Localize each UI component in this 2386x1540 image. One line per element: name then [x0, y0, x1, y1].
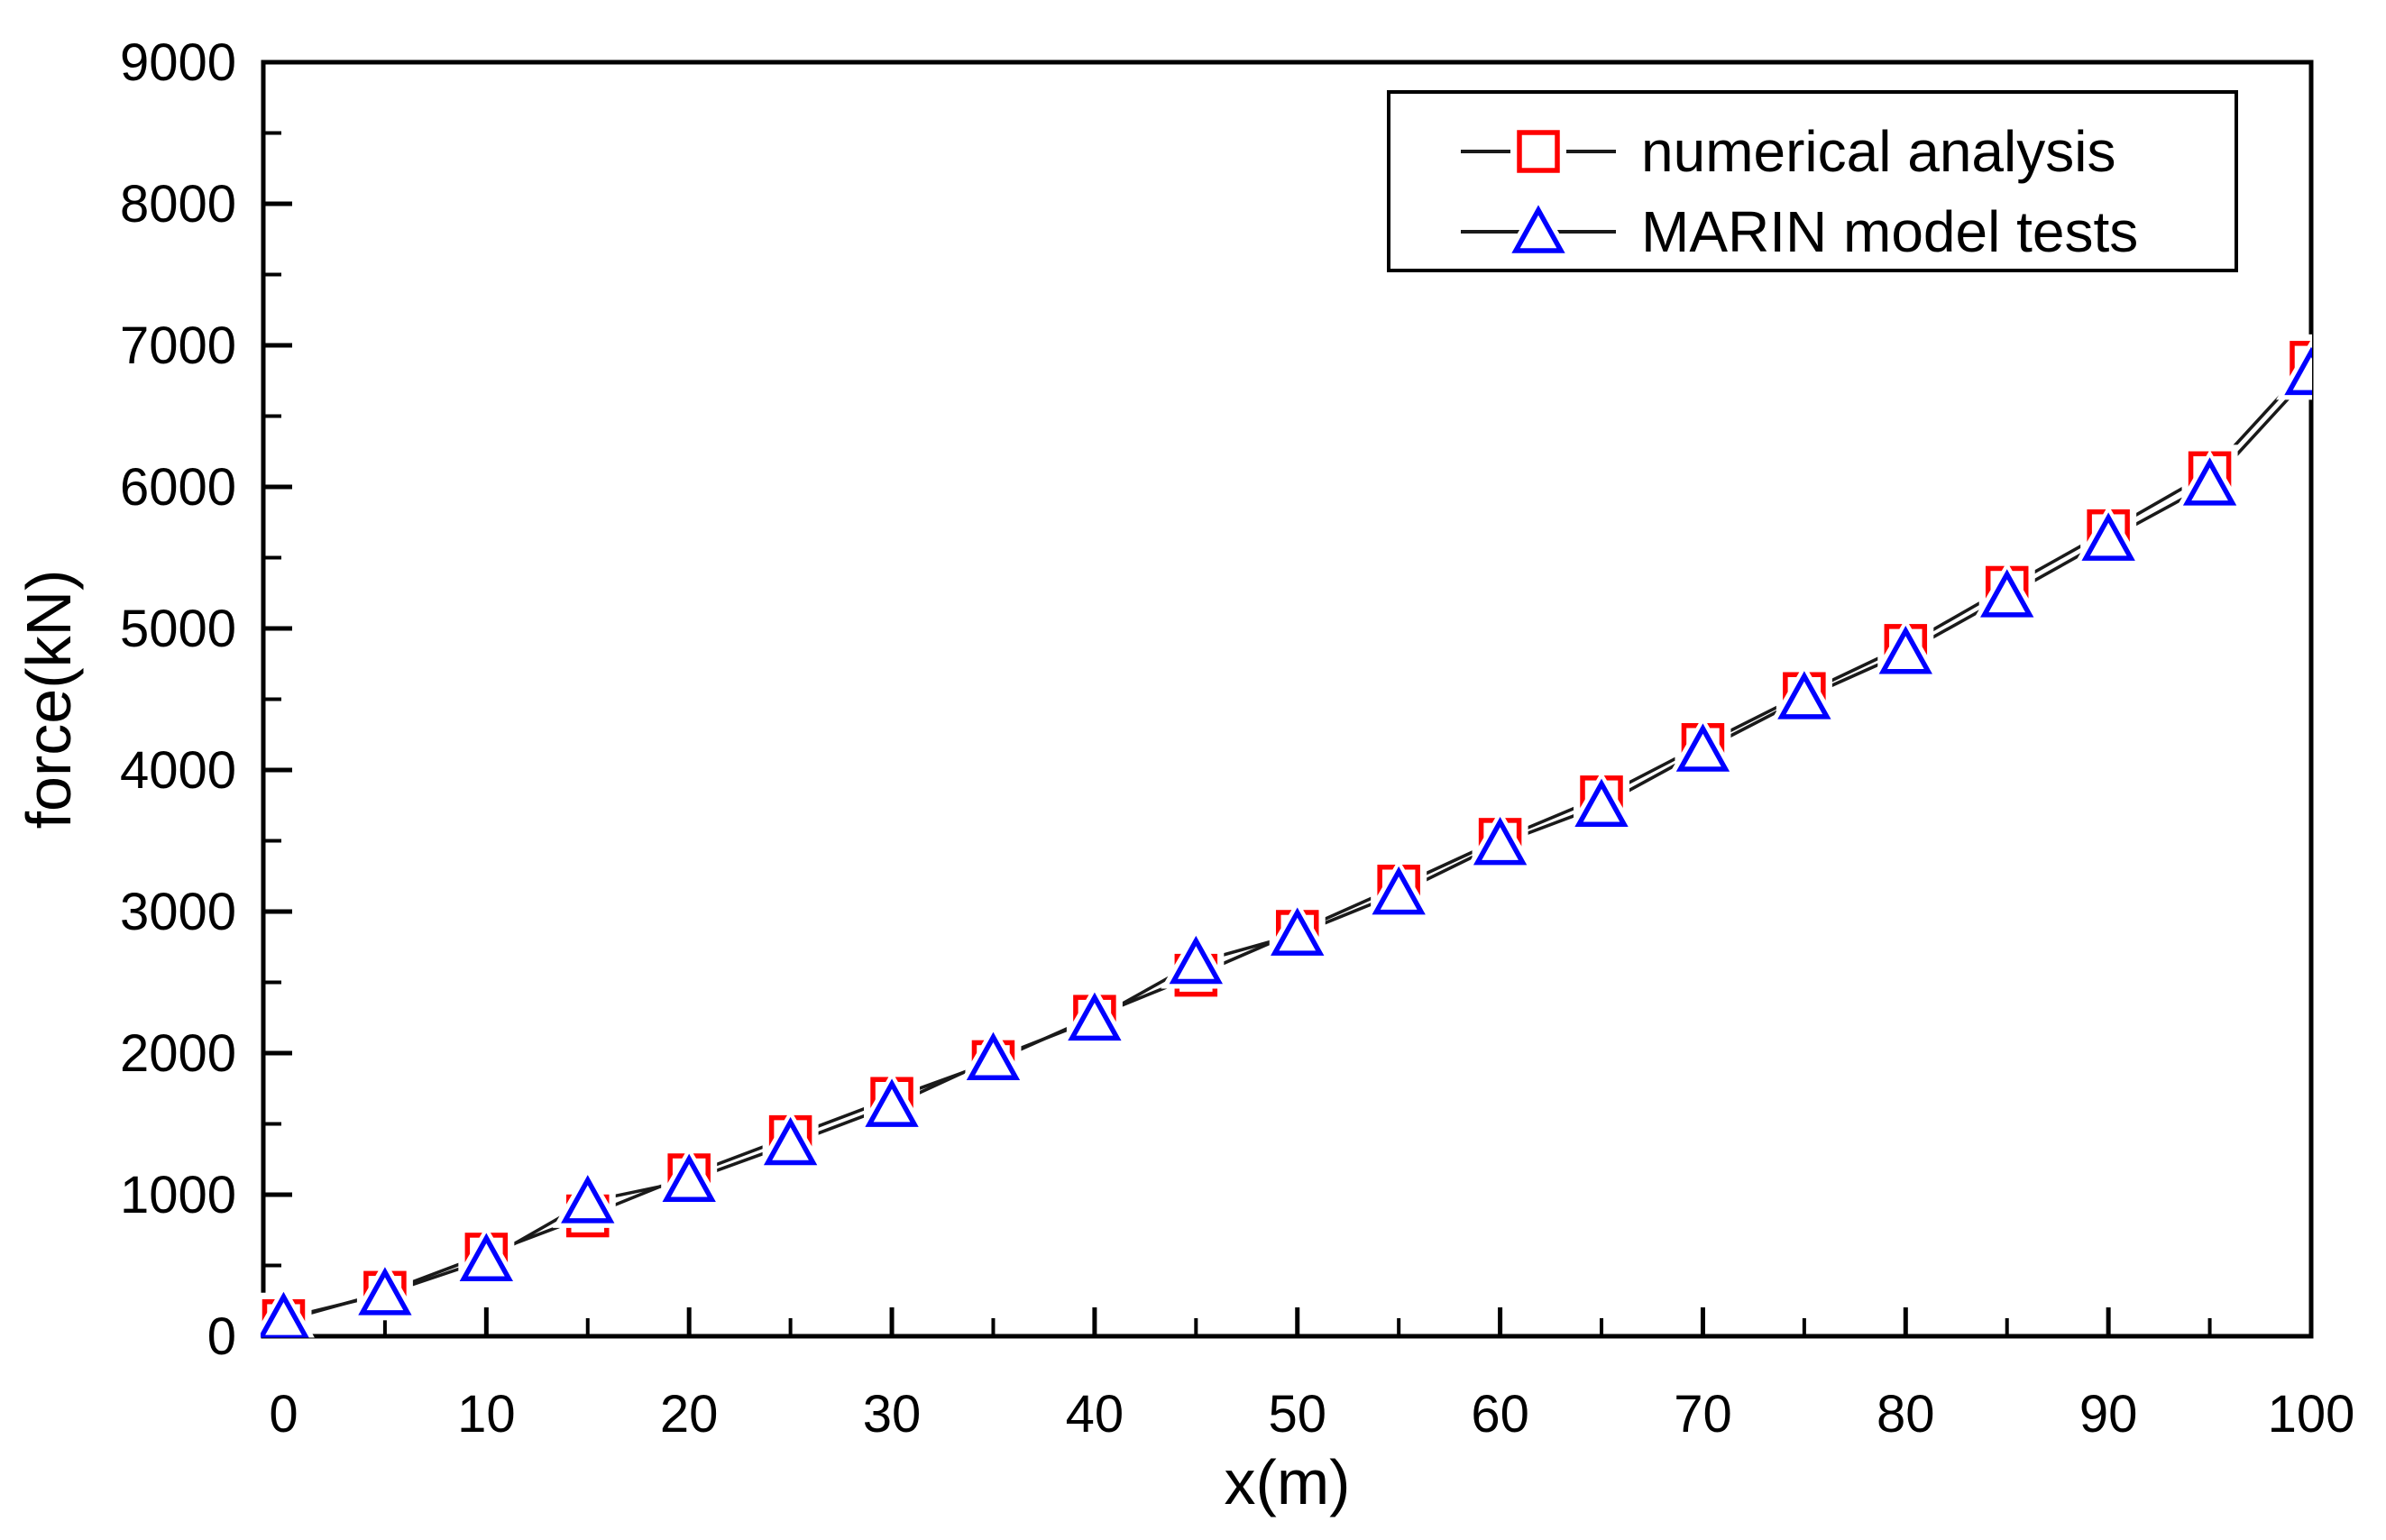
- x-tick-label: 20: [660, 1385, 719, 1444]
- x-axis-title: x(m): [1225, 1447, 1351, 1517]
- x-tick-label: 100: [2268, 1385, 2355, 1444]
- triangle-marker: [1777, 671, 1831, 720]
- triangle-marker: [1169, 935, 1223, 985]
- triangle-marker: [763, 1116, 818, 1166]
- triangle-marker: [1271, 907, 1325, 956]
- triangle-marker: [662, 1153, 716, 1203]
- triangle-marker: [2182, 457, 2237, 506]
- y-tick-label: 7000: [120, 316, 236, 375]
- triangle-marker: [1574, 778, 1629, 827]
- y-tick-label: 2000: [120, 1024, 236, 1083]
- triangle-marker: [1675, 723, 1730, 772]
- x-tick-label: 60: [1471, 1385, 1529, 1444]
- y-axis-title: force(kN): [14, 570, 84, 830]
- legend-entry-marin-model-tests: MARIN model tests: [1461, 197, 2138, 264]
- triangle-marker: [561, 1175, 615, 1224]
- x-tick-label: 30: [863, 1385, 922, 1444]
- triangle-marker: [966, 1031, 1021, 1081]
- y-axis: 0 1000 2000 3000 4000 5000 6000 7000 8000 9000: [120, 33, 292, 1366]
- legend-label: MARIN model tests: [1641, 199, 2138, 264]
- x-tick-label: 70: [1674, 1385, 1732, 1444]
- x-axis: 0 10 20 30 40 50 60 70 80 90 100: [269, 1307, 2354, 1444]
- triangle-marker: [1372, 866, 1426, 915]
- x-tick-label: 10: [457, 1385, 516, 1444]
- y-tick-label: 6000: [120, 458, 236, 517]
- triangle-marker: [865, 1078, 919, 1127]
- triangle-marker: [1068, 992, 1122, 1041]
- legend-label: numerical analysis: [1641, 119, 2115, 184]
- x-tick-label: 50: [1268, 1385, 1326, 1444]
- triangle-marker: [358, 1267, 412, 1315]
- square-marker: [1517, 130, 1560, 173]
- triangle-marker: [2284, 346, 2312, 396]
- x-tick-label: 80: [1877, 1385, 1935, 1444]
- y-tick-label: 9000: [120, 33, 236, 92]
- triangle-marker: [1511, 205, 1565, 253]
- legend-entry-numerical-analysis: numerical analysis: [1461, 119, 2115, 184]
- y-tick-label: 1000: [120, 1166, 236, 1224]
- y-tick-label: 8000: [120, 175, 236, 234]
- x-tick-label: 0: [269, 1385, 298, 1444]
- y-tick-label: 3000: [120, 883, 236, 941]
- legend: numerical analysis MARIN model tests: [1387, 90, 2238, 272]
- plot-area: [261, 334, 2312, 1338]
- y-tick-label: 0: [207, 1307, 236, 1366]
- triangle-marker: [459, 1233, 514, 1281]
- plot-frame: [261, 60, 2314, 1339]
- series-markers-marin-model-tests: [261, 339, 2312, 1338]
- triangle-marker: [1980, 569, 2034, 618]
- y-tick-label: 5000: [120, 600, 236, 658]
- y-tick-label: 4000: [120, 741, 236, 800]
- x-tick-label: 90: [2079, 1385, 2138, 1444]
- triangle-marker: [261, 1291, 309, 1338]
- x-tick-label: 40: [1066, 1385, 1124, 1444]
- triangle-marker: [1473, 816, 1528, 866]
- triangle-marker: [1878, 626, 1932, 674]
- axes: 0 10 20 30 40 50 60 70 80 90 100010002000300040005…: [120, 33, 2354, 1444]
- triangle-marker: [2081, 512, 2135, 561]
